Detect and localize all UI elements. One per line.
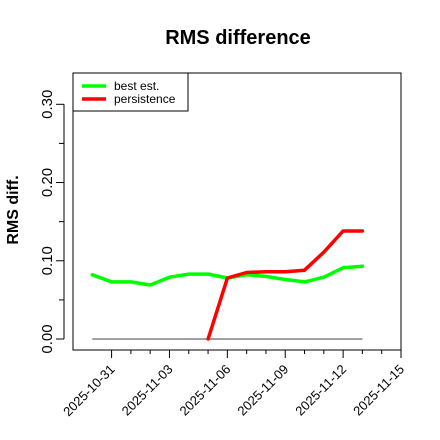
y-axis-label: RMS diff.	[5, 175, 22, 244]
y-tick-label: 0.20	[39, 168, 56, 197]
x-tick-label: 2025-11-06	[177, 362, 234, 419]
legend-box	[72, 72, 189, 112]
legend: best est.persistence	[72, 72, 189, 112]
plot-lines	[90, 229, 365, 341]
chart-title: RMS difference	[165, 27, 311, 49]
x-tick-label: 2025-11-03	[119, 362, 176, 419]
legend-label: best est.	[114, 79, 159, 93]
x-axis: 2025-10-31 2025-11-03 2025-11-06 2025-11-09…	[60, 349, 407, 420]
x-tick-label: 2025-11-09	[234, 362, 291, 419]
plot-frame	[72, 72, 402, 351]
y-tick-label: 0.00	[39, 324, 56, 353]
y-tick-label: 0.30	[39, 90, 56, 119]
y-axis: 0.00 0.10 0.20 0.30	[39, 90, 65, 354]
legend-label: persistence	[114, 92, 176, 106]
x-tick-label: 2025-10-31	[60, 362, 118, 420]
x-tick-label: 2025-11-15	[350, 362, 407, 419]
series-line-persistence	[206, 229, 365, 341]
x-tick-label: 2025-11-12	[292, 362, 349, 419]
y-tick-label: 0.10	[39, 246, 56, 275]
